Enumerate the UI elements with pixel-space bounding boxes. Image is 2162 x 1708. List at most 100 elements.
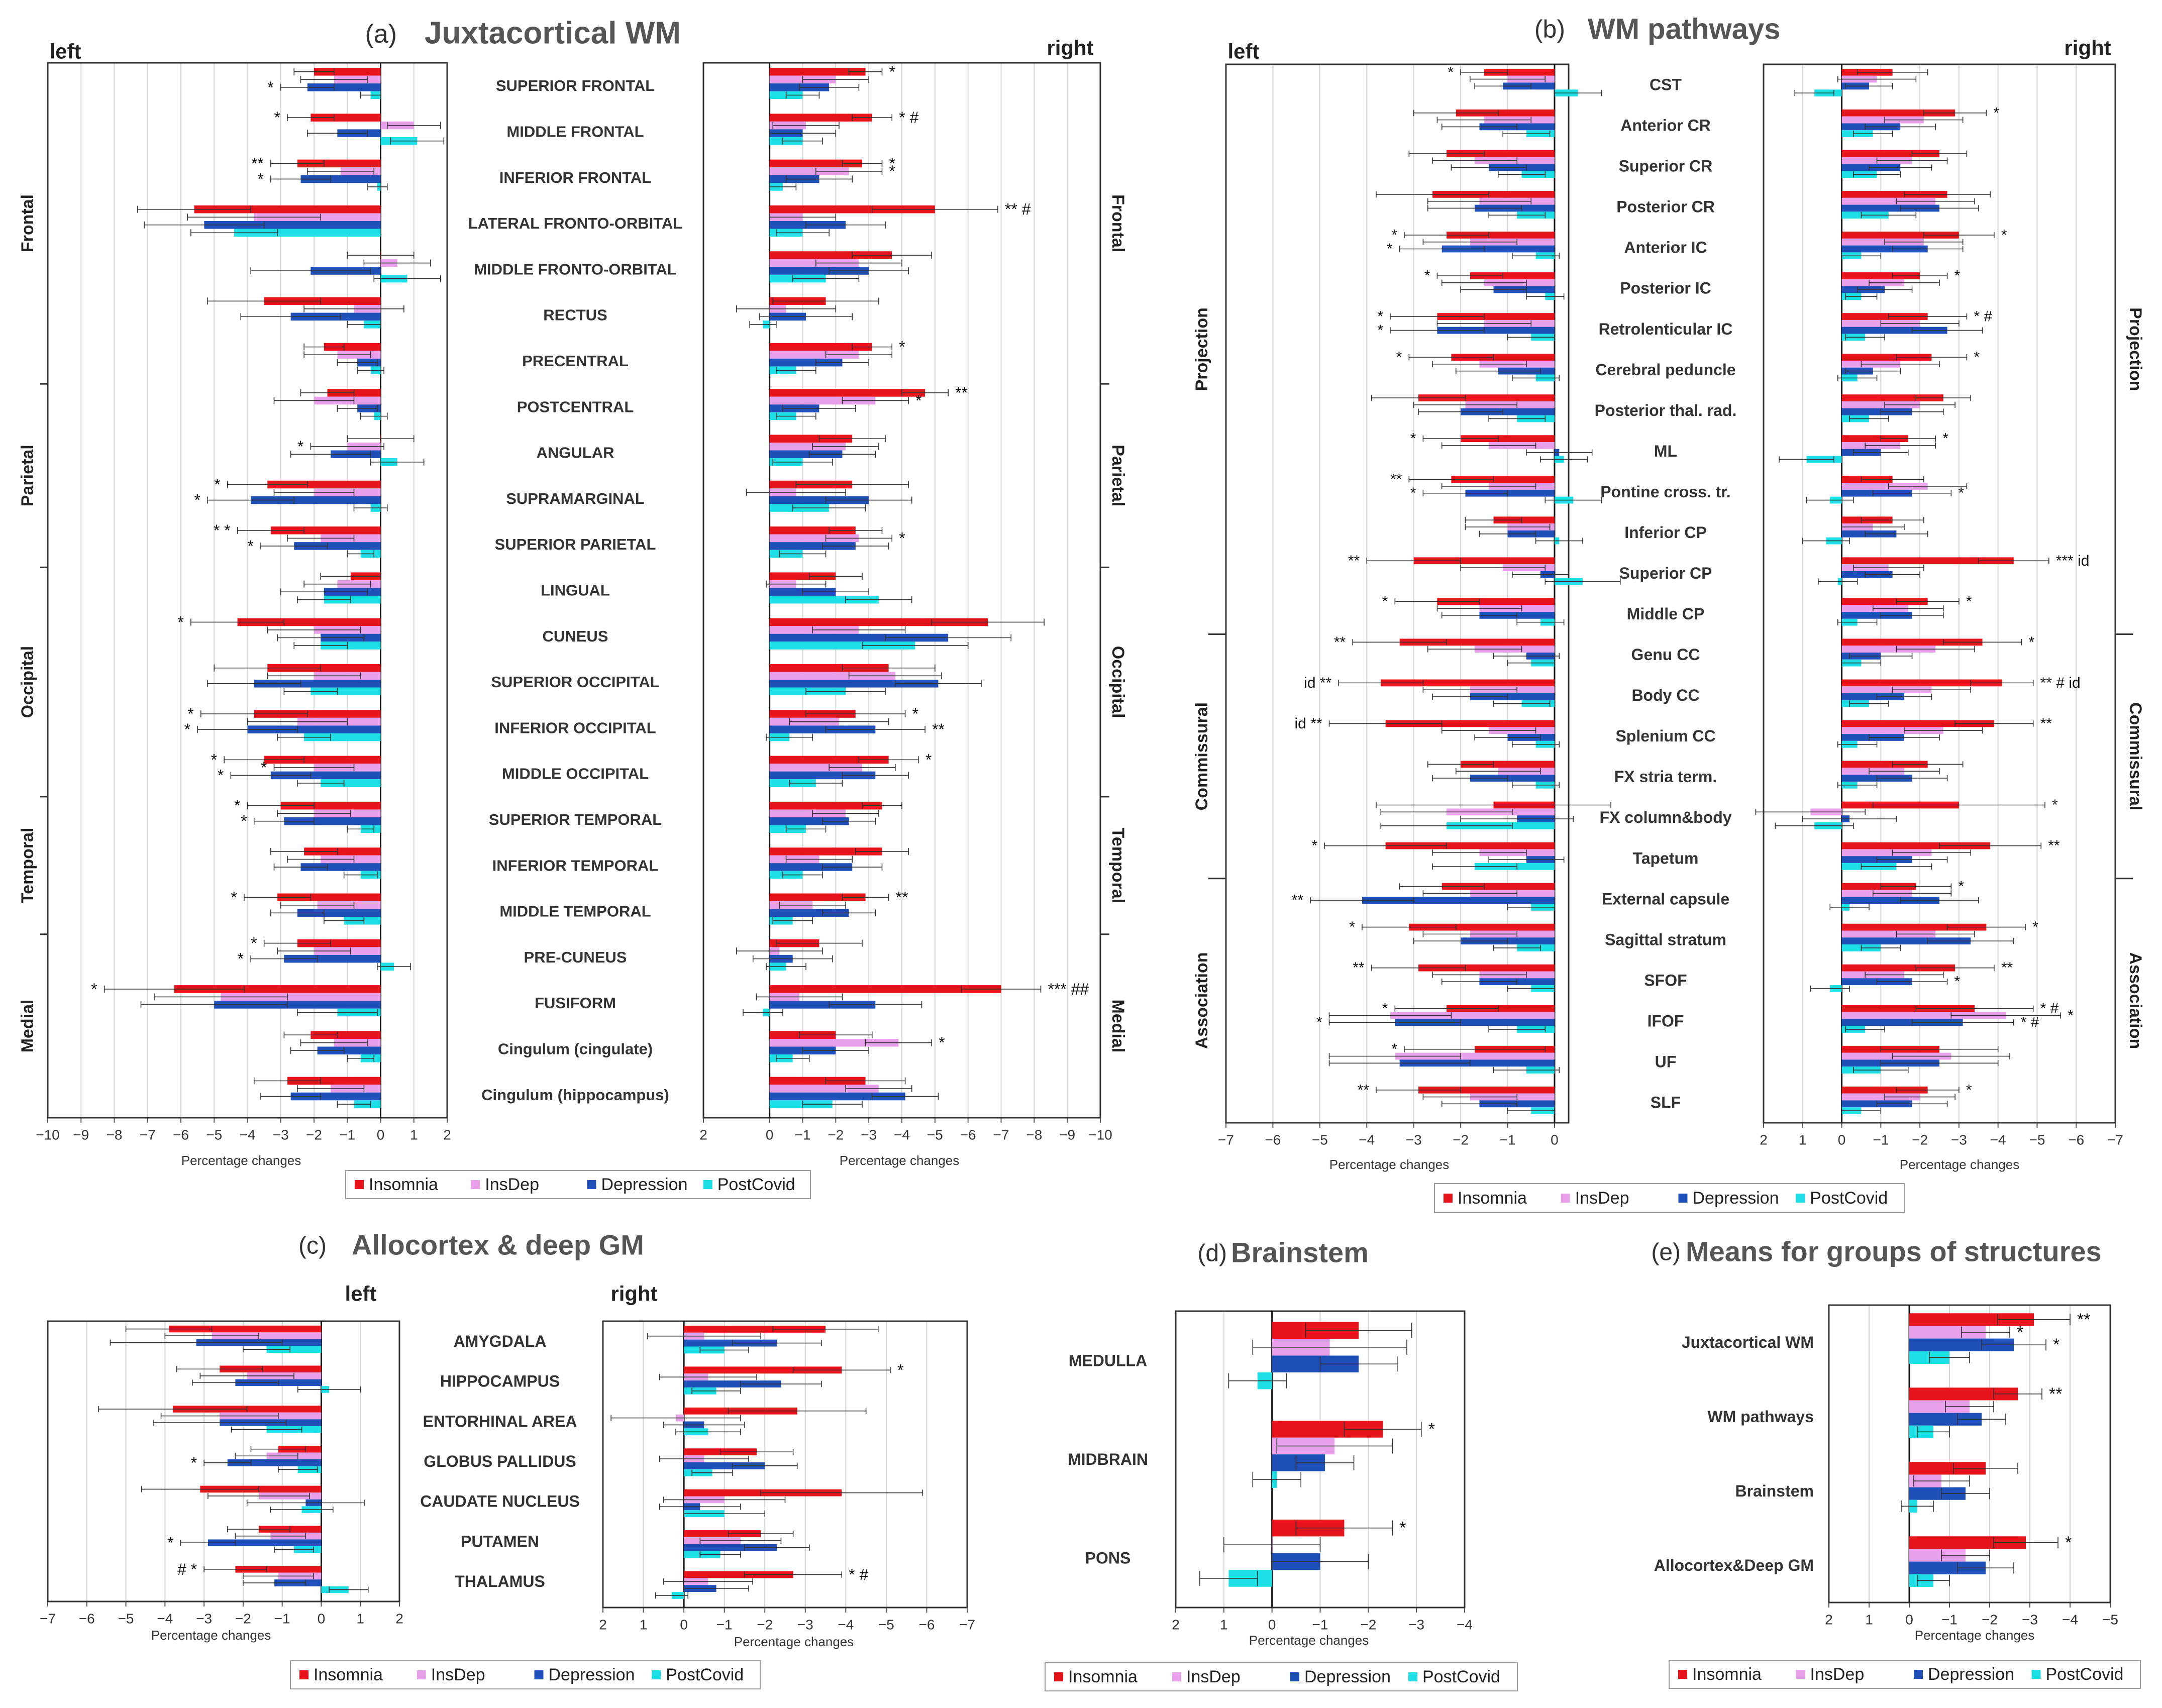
legend-swatch-depression — [1290, 1672, 1299, 1681]
legend: Insomnia InsDep Depression PostCovid — [1434, 1183, 1905, 1213]
bar-insomnia-0 — [769, 68, 866, 76]
bar-depression-20 — [1362, 897, 1555, 904]
bar-insomnia-21 — [1841, 923, 1987, 931]
x-tick-label: −7 — [2107, 1132, 2123, 1148]
significance-mark: * — [912, 705, 918, 723]
bar-insomnia-17 — [304, 847, 381, 856]
significance-mark: * — [257, 170, 263, 188]
plot-frame — [47, 62, 448, 1119]
bar-depression-21 — [1841, 937, 1971, 945]
bar-insomnia-1 — [311, 114, 381, 122]
plot-frame — [1763, 63, 2116, 1124]
bar-depression-4 — [769, 267, 869, 275]
x-tick-label: 0 — [1905, 1612, 1913, 1628]
x-tick-label: −2 — [1982, 1612, 1998, 1628]
panel-b-category-label: Anterior CR — [1620, 117, 1711, 135]
x-tick-label: −1 — [795, 1127, 811, 1143]
bar-depression-18 — [769, 909, 849, 917]
panel-a-category-label: INFERIOR FRONTAL — [499, 169, 652, 186]
legend-label-insdep: InsDep — [1186, 1667, 1241, 1686]
panel-c-right-label: right — [610, 1282, 657, 1306]
panel-b-category-label: Cerebral peduncle — [1595, 361, 1735, 379]
bar-depression-22 — [769, 1092, 905, 1101]
legend-label-postcovid: PostCovid — [666, 1665, 744, 1684]
bar-insomnia-19 — [1841, 842, 1991, 849]
x-tick-label: 0 — [766, 1127, 774, 1143]
x-tick-label: −3 — [1951, 1132, 1967, 1148]
panel-b-category-label: Superior CP — [1619, 564, 1712, 582]
significance-mark: * — [184, 720, 190, 738]
bar-depression-13 — [769, 680, 939, 688]
bar-depression-8 — [1841, 408, 1912, 415]
significance-mark: * # — [849, 1565, 868, 1583]
significance-mark: * — [1958, 485, 1964, 501]
bar-insomnia-18 — [769, 893, 866, 902]
significance-mark: * — [211, 751, 217, 769]
significance-mark: * — [177, 613, 183, 631]
bar-insomnia-0 — [1484, 68, 1555, 76]
bar-insomnia-16 — [1841, 720, 1994, 727]
panel-a-right: 2 0 −1 −2 −3 −4 −5 −6 −7 −8 −9 −10** #**** #*******… — [699, 62, 1112, 1143]
x-tick-label: 2 — [443, 1127, 451, 1143]
bar-depression-23 — [1395, 1019, 1555, 1026]
bar-depression-15 — [1470, 693, 1555, 700]
panel-b-group-left: Projection — [1192, 307, 1211, 391]
x-tick-label: −8 — [1026, 1127, 1042, 1143]
significance-mark: * — [889, 154, 895, 172]
bar-depression-10 — [1465, 489, 1555, 497]
significance-mark: ** # id — [2040, 675, 2081, 691]
significance-mark: * — [1410, 485, 1416, 501]
panel-d-category-label: PONS — [1085, 1549, 1131, 1567]
bar-insomnia-7 — [1841, 354, 1932, 361]
panel-e-category-label: WM pathways — [1707, 1408, 1814, 1426]
significance-mark: * — [899, 529, 905, 547]
legend: Insomnia InsDep Depression PostCovid — [1669, 1660, 2141, 1689]
bar-insdep-1 — [1841, 116, 1924, 124]
significance-mark: * — [297, 438, 303, 456]
bar-insomnia-13 — [769, 664, 889, 672]
panel-a-group-left: Occipital — [18, 646, 37, 718]
panel-e: 2 1 0 −1 −2 −3 −4 −5******* — [1825, 1304, 2118, 1628]
bar-insomnia-3 — [769, 205, 935, 214]
significance-mark: * — [1391, 227, 1397, 243]
panel-a-category-label: POSTCENTRAL — [517, 398, 634, 415]
plot-frame — [602, 1320, 968, 1609]
significance-mark: ** — [2077, 1310, 2090, 1329]
x-tick-label: −2 — [1360, 1617, 1376, 1633]
x-tick-label: −1 — [339, 1127, 355, 1143]
panel-a-group-right: Frontal — [1108, 194, 1127, 252]
bar-insomnia-8 — [1418, 394, 1555, 401]
bar-insdep-20 — [221, 993, 381, 1001]
bar-insomnia-14 — [254, 710, 381, 718]
bar-insomnia-9 — [1841, 435, 1908, 443]
bar-depression-4 — [1841, 245, 1928, 253]
bar-insomnia-13 — [267, 664, 381, 672]
x-tick-label: −3 — [2022, 1612, 2038, 1628]
bar-insomnia-20 — [1841, 883, 1916, 890]
bar-insomnia-4 — [200, 1485, 322, 1493]
significance-mark: * — [1377, 322, 1383, 339]
bar-depression-22 — [290, 1092, 381, 1101]
legend-swatch-depression — [534, 1670, 544, 1679]
panel-b-category-label: Posterior thal. rad. — [1595, 401, 1737, 419]
legend-label-insdep: InsDep — [1810, 1665, 1865, 1684]
bar-insomnia-1 — [684, 1366, 842, 1374]
significance-mark: * # — [2040, 1000, 2059, 1017]
panel-b-category-label: External capsule — [1602, 890, 1729, 908]
bar-insdep-22 — [769, 1085, 879, 1093]
significance-mark: * — [214, 476, 220, 494]
x-tick-label: −3 — [797, 1617, 813, 1633]
bar-insomnia-8 — [769, 435, 853, 443]
bar-insomnia-3 — [1432, 191, 1555, 198]
legend-swatch-insomnia — [299, 1670, 308, 1679]
significance-mark: * — [939, 1034, 945, 1052]
bar-depression-10 — [294, 542, 381, 550]
bar-depression-20 — [1841, 897, 1939, 904]
bar-insdep-15 — [769, 764, 862, 772]
legend-label-postcovid: PostCovid — [717, 1175, 795, 1194]
bar-depression-0 — [684, 1339, 777, 1347]
bar-insomnia-0 — [169, 1325, 322, 1333]
legend: Insomnia InsDep Depression PostCovid — [1045, 1662, 1518, 1691]
significance-mark: ** — [1353, 959, 1365, 976]
